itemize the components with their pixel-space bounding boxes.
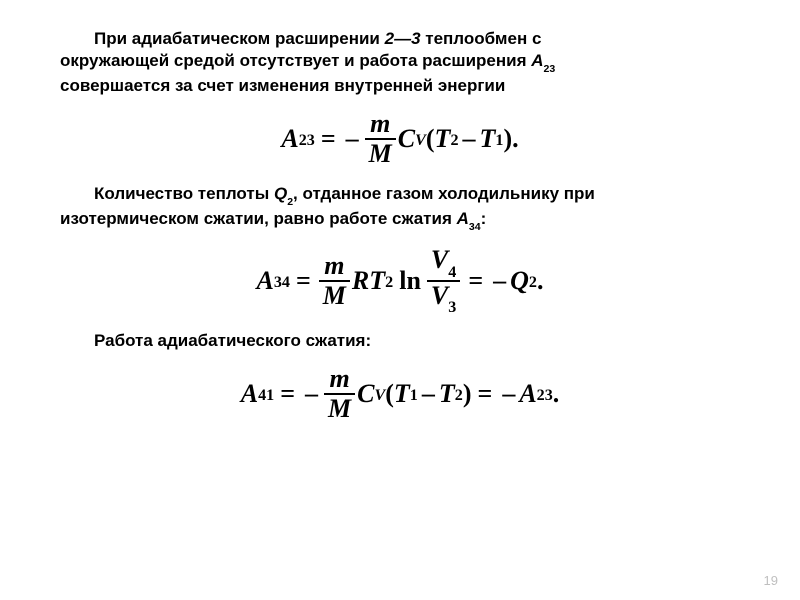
- eq1-frac: m M: [365, 111, 396, 167]
- eq1-T1sub: 1: [495, 132, 503, 150]
- p2-l2a: изотермическом сжатии, равно работе сжат…: [60, 209, 457, 228]
- p2-Q: Q: [274, 184, 287, 203]
- eq3-m: m: [325, 366, 353, 393]
- eq3-T1sub: 1: [410, 387, 418, 405]
- paragraph-1: При адиабатическом расширении 2—3 теплоо…: [60, 28, 740, 97]
- eq3-Asub: 41: [258, 387, 274, 405]
- eq2-m: m: [320, 253, 348, 280]
- p1-l1a: При адиабатическом расширении: [94, 29, 385, 48]
- p2-A: А: [457, 209, 469, 228]
- eq3-M: M: [324, 393, 355, 422]
- eq2-ln: ln: [393, 266, 425, 296]
- slide: При адиабатическом расширении 2—3 теплоо…: [0, 0, 800, 600]
- eq2-Qsub: 2: [529, 274, 537, 292]
- eq2-R: R: [352, 266, 369, 296]
- p2-l1a: Количество теплоты: [94, 184, 274, 203]
- p1-l1c: теплообмен с: [421, 29, 542, 48]
- eq3-dot: .: [553, 379, 560, 409]
- equation-3: A41 = – m M CV (T1 – T2) = – A23.: [60, 366, 740, 422]
- eq3-C: C: [357, 379, 374, 409]
- eq1-T2: T: [435, 124, 451, 154]
- eq1-M: M: [365, 138, 396, 167]
- eq2-Q: Q: [510, 266, 529, 296]
- eq2-M: M: [319, 280, 350, 309]
- p1-l3: совершается за счет изменения внутренней…: [60, 76, 505, 95]
- eq2-V3: V3: [427, 280, 460, 314]
- eq3-Csub: V: [374, 387, 385, 405]
- p2-Qsub: 2: [287, 196, 293, 208]
- eq1-neg: –: [342, 124, 363, 154]
- eq3-neg2: –: [498, 379, 519, 409]
- equation-2: A34 = m M RT2 ln V4 V3 = –Q2.: [60, 247, 740, 314]
- eq3-T1: T: [394, 379, 410, 409]
- eq1-T2sub: 2: [450, 132, 458, 150]
- eq1-C: C: [398, 124, 415, 154]
- eq2-A: A: [257, 266, 274, 296]
- equation-1: A23 = – m M CV (T2 – T1).: [60, 111, 740, 167]
- eq3-T2: T: [439, 379, 455, 409]
- eq2-Asub: 34: [274, 274, 290, 292]
- eq2-frac1: m M: [319, 253, 350, 309]
- page-number: 19: [764, 573, 778, 588]
- paragraph-2: Количество теплоты Q2, отданное газом хо…: [60, 183, 740, 233]
- eq3-lpar: (: [385, 379, 394, 409]
- eq1-Asub: 23: [299, 132, 315, 150]
- eq1-rpar: ).: [503, 124, 518, 154]
- eq3-A: A: [241, 379, 258, 409]
- eq2-dot: .: [537, 266, 544, 296]
- eq1-Csub: V: [415, 132, 426, 150]
- eq3-A2sub: 23: [537, 387, 553, 405]
- eq3-equals: =: [274, 379, 301, 409]
- eq2-neg: –: [489, 266, 510, 296]
- eq1-minus: –: [459, 124, 480, 154]
- eq3-T2sub: 2: [455, 387, 463, 405]
- eq3-equals2: =: [471, 379, 498, 409]
- eq2-T: T: [369, 266, 385, 296]
- p1-A: А: [531, 51, 543, 70]
- p1-range: 2—3: [385, 29, 421, 48]
- eq3-A2: A: [519, 379, 536, 409]
- eq2-frac2: V4 V3: [427, 247, 460, 314]
- eq3-neg: –: [301, 379, 322, 409]
- eq2-equals2: =: [462, 266, 489, 296]
- p3-l1: Работа адиабатического сжатия:: [94, 331, 371, 350]
- eq3-rpar: ): [463, 379, 472, 409]
- eq2-equals: =: [290, 266, 317, 296]
- p2-Asub: 34: [469, 221, 481, 233]
- p2-l2c: :: [481, 209, 487, 228]
- eq3-minus: –: [418, 379, 439, 409]
- eq2-V4: V4: [427, 247, 460, 279]
- eq1-T1: T: [480, 124, 496, 154]
- p2-l1c: , отданное газом холодильнику при: [293, 184, 595, 203]
- eq1-lpar: (: [426, 124, 435, 154]
- eq2-Tsub: 2: [385, 274, 393, 292]
- p1-Asub: 23: [544, 63, 556, 75]
- eq1-A: A: [281, 124, 298, 154]
- p1-l2a: окружающей средой отсутствует и работа р…: [60, 51, 531, 70]
- eq1-equals: =: [315, 124, 342, 154]
- eq1-m: m: [366, 111, 394, 138]
- eq3-frac: m M: [324, 366, 355, 422]
- paragraph-3: Работа адиабатического сжатия:: [60, 330, 740, 352]
